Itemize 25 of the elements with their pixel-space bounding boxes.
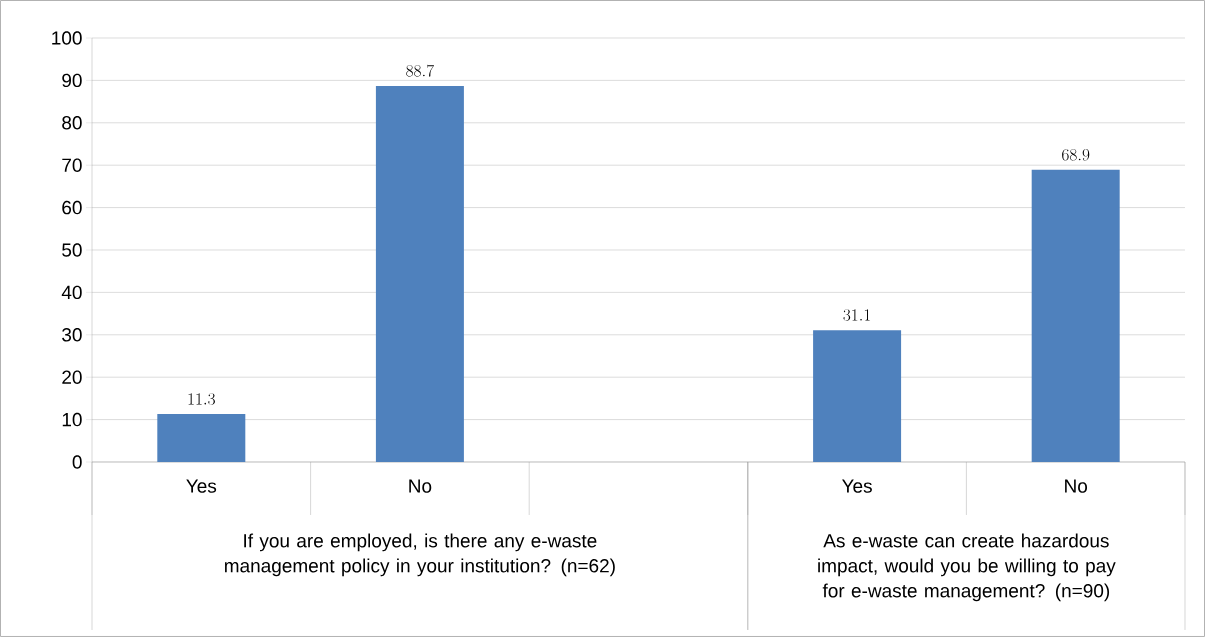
y-tick-label: 90	[62, 73, 82, 88]
bar	[1031, 169, 1120, 462]
y-tick-label: 50	[62, 243, 82, 257]
text: As e-waste can create hazardous impact, would you be willing to pay for e-waste management? (n=90)	[818, 533, 1116, 602]
y-tick-label: 80	[62, 116, 82, 130]
x-tick-label: Yes	[842, 479, 872, 493]
data-label: 68.9	[1062, 148, 1090, 161]
x-tick-label: No	[1065, 479, 1088, 493]
data-label: 88.7	[406, 64, 435, 77]
x-tick-label: No	[409, 479, 432, 493]
y-tick-label: 40	[61, 285, 82, 300]
y-tick-label: 20	[62, 370, 82, 384]
y-tick-label: 70	[62, 158, 82, 172]
y-tick-label: 10	[62, 412, 82, 427]
bar	[375, 85, 464, 462]
bar	[813, 330, 902, 462]
y-tick-label: 60	[62, 200, 82, 215]
data-label: 11 .3	[188, 393, 215, 405]
data-label: 31 . 1	[843, 309, 871, 321]
y-tick-label: 100	[52, 31, 82, 45]
y-tick-label: 30	[62, 328, 82, 342]
bar	[157, 414, 246, 462]
y-tick-label: 0	[72, 455, 82, 469]
text: If you are employed, is there any e-waste management policy in your institution? (n=62)	[224, 533, 615, 577]
x-tick-label: Yes	[186, 479, 217, 493]
